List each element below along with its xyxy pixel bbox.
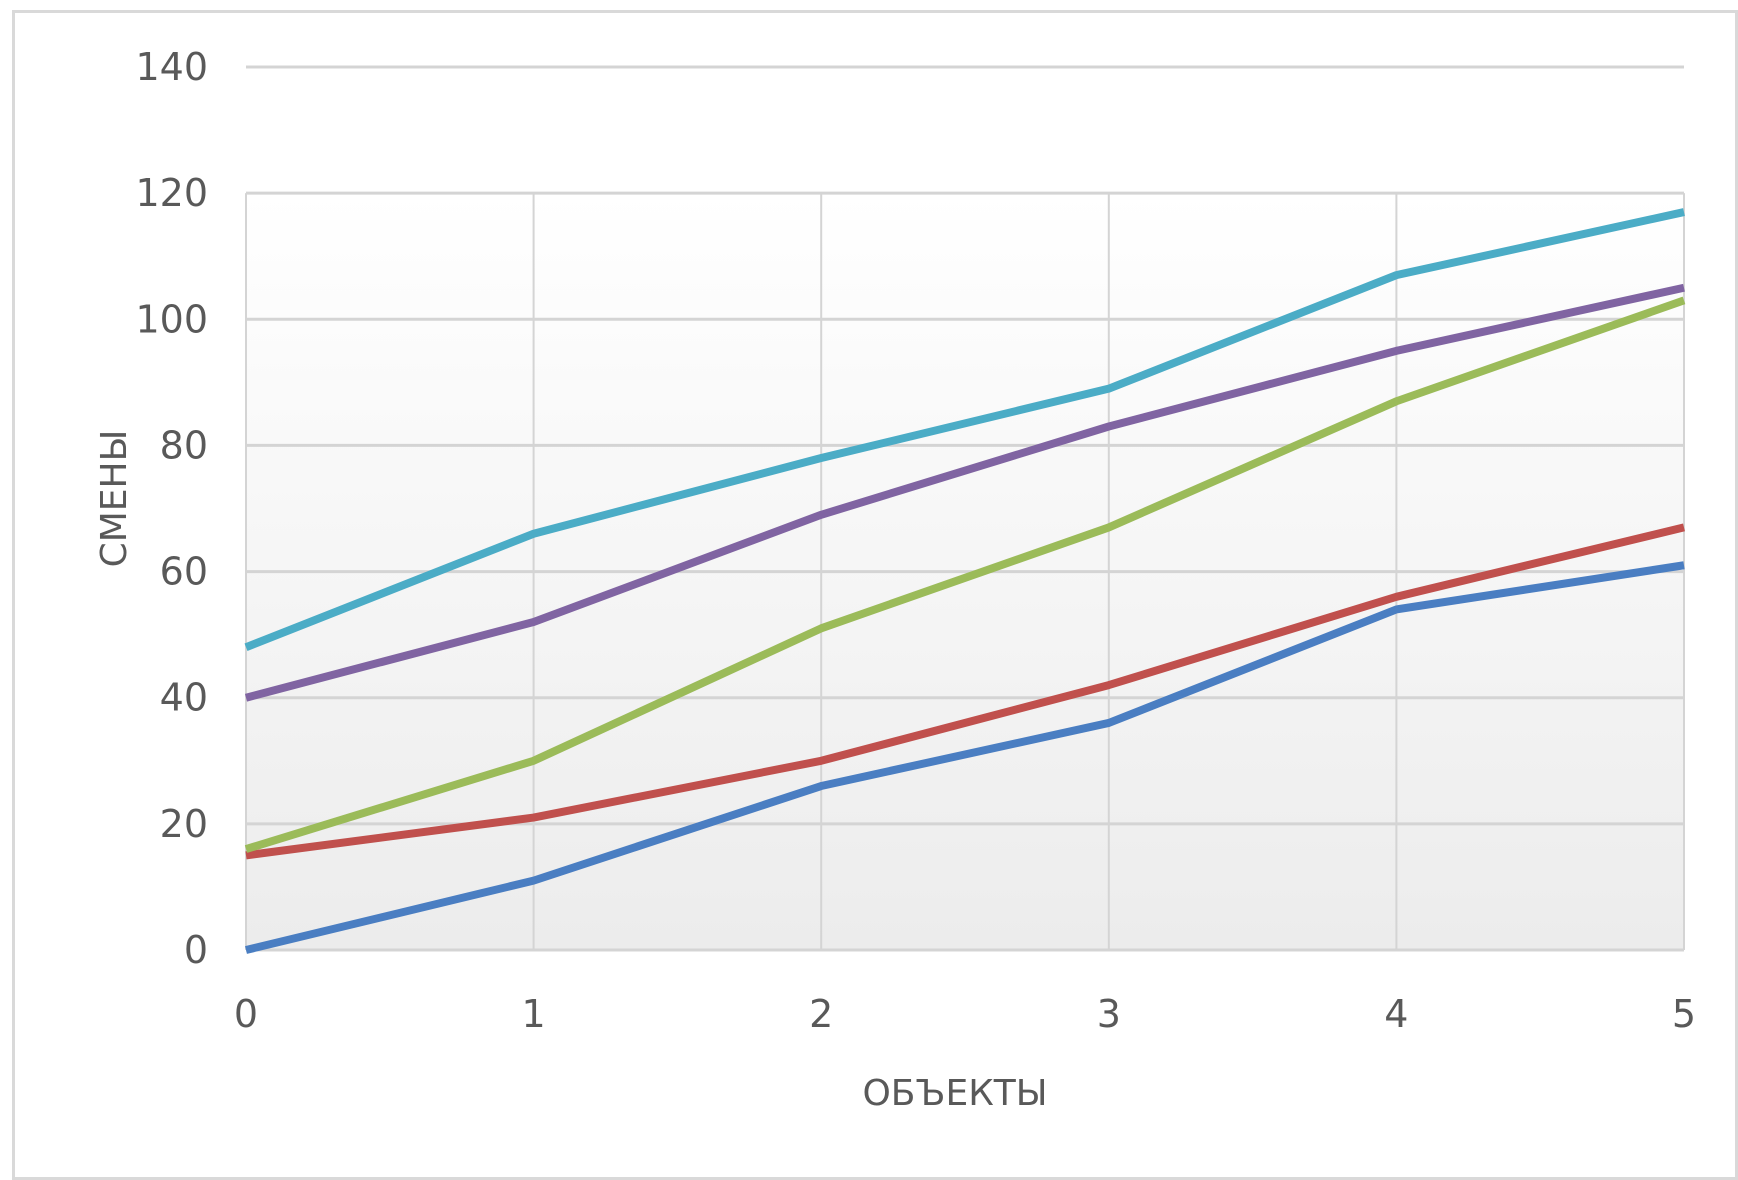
y-tick-label: 140 — [135, 45, 208, 89]
x-tick-label: 2 — [809, 992, 833, 1036]
series-line-5 — [244, 208, 1685, 651]
series-line-2 — [245, 523, 1685, 860]
x-tick-label: 5 — [1672, 992, 1696, 1036]
x-axis-title: ОБЪЕКТЫ — [862, 1073, 1047, 1114]
y-axis-ticks: 0 20 40 60 80 100 120 140 — [135, 45, 208, 972]
y-tick-label: 80 — [160, 423, 208, 467]
x-tick-label: 0 — [234, 992, 258, 1036]
series-line-1 — [245, 561, 1685, 954]
y-tick-label: 120 — [135, 171, 208, 215]
x-tick-label: 1 — [522, 992, 546, 1036]
series-layer — [244, 208, 1686, 954]
y-tick-label: 20 — [160, 802, 208, 846]
x-tick-label: 3 — [1097, 992, 1121, 1036]
y-axis-title: СМЕНЫ — [94, 430, 135, 568]
series-line-4 — [244, 283, 1685, 702]
series-line-3 — [244, 296, 1686, 853]
y-tick-label: 100 — [135, 297, 208, 341]
x-axis-ticks: 0 1 2 3 4 5 — [234, 992, 1696, 1036]
x-tick-label: 4 — [1384, 992, 1408, 1036]
y-tick-label: 40 — [160, 676, 208, 720]
y-tick-label: 0 — [184, 928, 208, 972]
y-tick-label: 60 — [160, 550, 208, 594]
gridlines — [245, 65, 1685, 952]
